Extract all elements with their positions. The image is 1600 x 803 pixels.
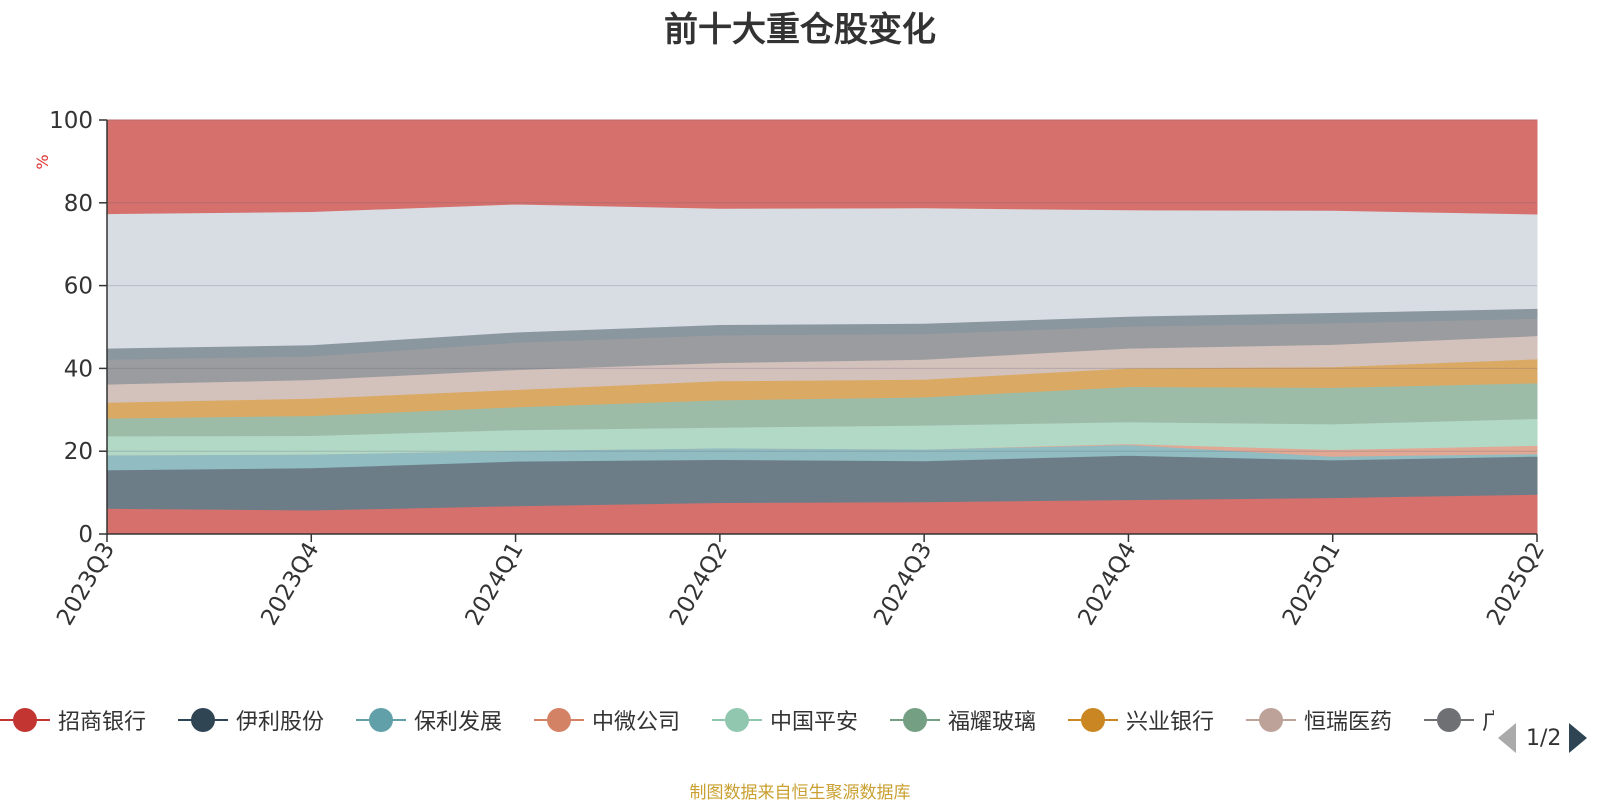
- source-note: 制图数据来自恒生聚源数据库: [689, 783, 911, 803]
- legend-marker: [890, 700, 940, 740]
- legend-page-indicator: 1/2: [1526, 725, 1562, 751]
- legend-item[interactable]: 伊利股份: [178, 700, 324, 740]
- legend-next-page-button[interactable]: [1569, 723, 1588, 753]
- x-tick-label: 2025Q2: [1482, 538, 1550, 630]
- legend-item-truncated[interactable]: 广: [1424, 700, 1494, 740]
- legend-item[interactable]: 招商银行: [0, 700, 146, 740]
- x-tick-label: 2024Q3: [869, 538, 937, 630]
- legend-marker: [1246, 700, 1296, 740]
- legend-label: 招商银行: [58, 710, 147, 735]
- legend-item[interactable]: 中国平安: [712, 700, 858, 740]
- legend-item[interactable]: 中微公司: [534, 700, 680, 740]
- x-tick-label: 2025Q1: [1278, 538, 1346, 630]
- x-tick-label: 2024Q2: [665, 538, 733, 630]
- legend-pager: 1/2: [1498, 718, 1588, 758]
- legend-marker: [712, 700, 762, 740]
- x-tick-label: 2024Q1: [461, 538, 529, 630]
- legend-label: 恒瑞医药: [1304, 710, 1393, 735]
- area-layers: [106, 119, 1538, 535]
- legend-marker: [178, 700, 228, 740]
- y-tick-label: 40: [64, 356, 93, 382]
- legend-marker: [356, 700, 406, 740]
- legend-item[interactable]: 恒瑞医药: [1246, 700, 1392, 740]
- legend-label: 福耀玻璃: [948, 710, 1037, 735]
- y-tick-label: 0: [78, 522, 93, 548]
- stacked-area-chart: 0 20 40 60 80 100 2023Q3 2023Q4 2024Q1 2024Q2 2024…: [33, 108, 1550, 630]
- y-tick-label: 20: [64, 439, 93, 465]
- legend-label: 中国平安: [770, 710, 859, 735]
- legend-label: 伊利股份: [236, 710, 325, 735]
- chart-title: 前十大重仓股变化: [664, 10, 936, 50]
- legend-marker: [1068, 700, 1118, 740]
- legend-label: 广: [1482, 710, 1494, 735]
- legend-item[interactable]: 福耀玻璃: [890, 700, 1036, 740]
- y-tick-label: 60: [64, 274, 93, 300]
- legend: 招商银行 伊利股份 保利发展 中微公司 中国平安 福耀玻璃 兴业银行 恒瑞医药 广: [0, 700, 1600, 740]
- x-tick-label: 2023Q3: [52, 538, 120, 630]
- legend-label: 兴业银行: [1126, 710, 1215, 735]
- legend-marker: [1424, 700, 1474, 740]
- area-series-11: [106, 119, 1538, 215]
- y-tick-label: 80: [64, 191, 93, 217]
- legend-label: 中微公司: [592, 710, 681, 735]
- y-axis-unit-label: %: [33, 154, 52, 169]
- legend-item[interactable]: 保利发展: [356, 700, 502, 740]
- legend-marker: [0, 700, 50, 740]
- x-tick-label: 2023Q4: [256, 538, 324, 630]
- x-tick-label: 2024Q4: [1073, 538, 1141, 630]
- legend-label: 保利发展: [414, 710, 503, 735]
- legend-item[interactable]: 兴业银行: [1068, 700, 1214, 740]
- y-tick-label: 100: [49, 108, 93, 134]
- legend-marker: [534, 700, 584, 740]
- legend-prev-page-button[interactable]: [1498, 723, 1516, 753]
